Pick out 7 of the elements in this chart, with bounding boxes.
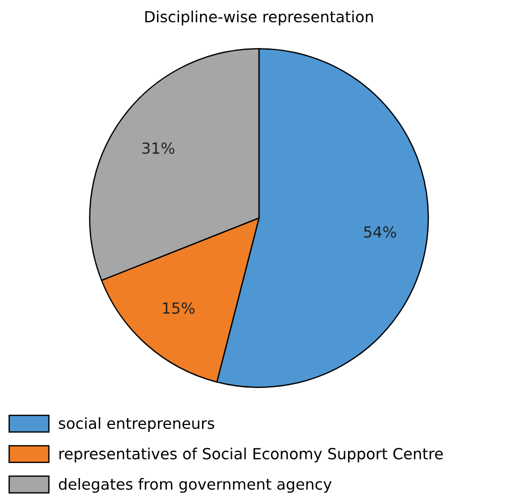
legend-label: delegates from government agency	[58, 478, 332, 493]
data-label: 54%	[364, 226, 396, 238]
legend-label: social entrepreneurs	[58, 417, 214, 432]
data-label: 15%	[163, 302, 195, 314]
chart-title: Discipline-wise representation	[145, 10, 373, 26]
data-label: 31%	[142, 142, 174, 154]
legend-label: representatives of Social Economy Support Centre	[59, 448, 443, 462]
